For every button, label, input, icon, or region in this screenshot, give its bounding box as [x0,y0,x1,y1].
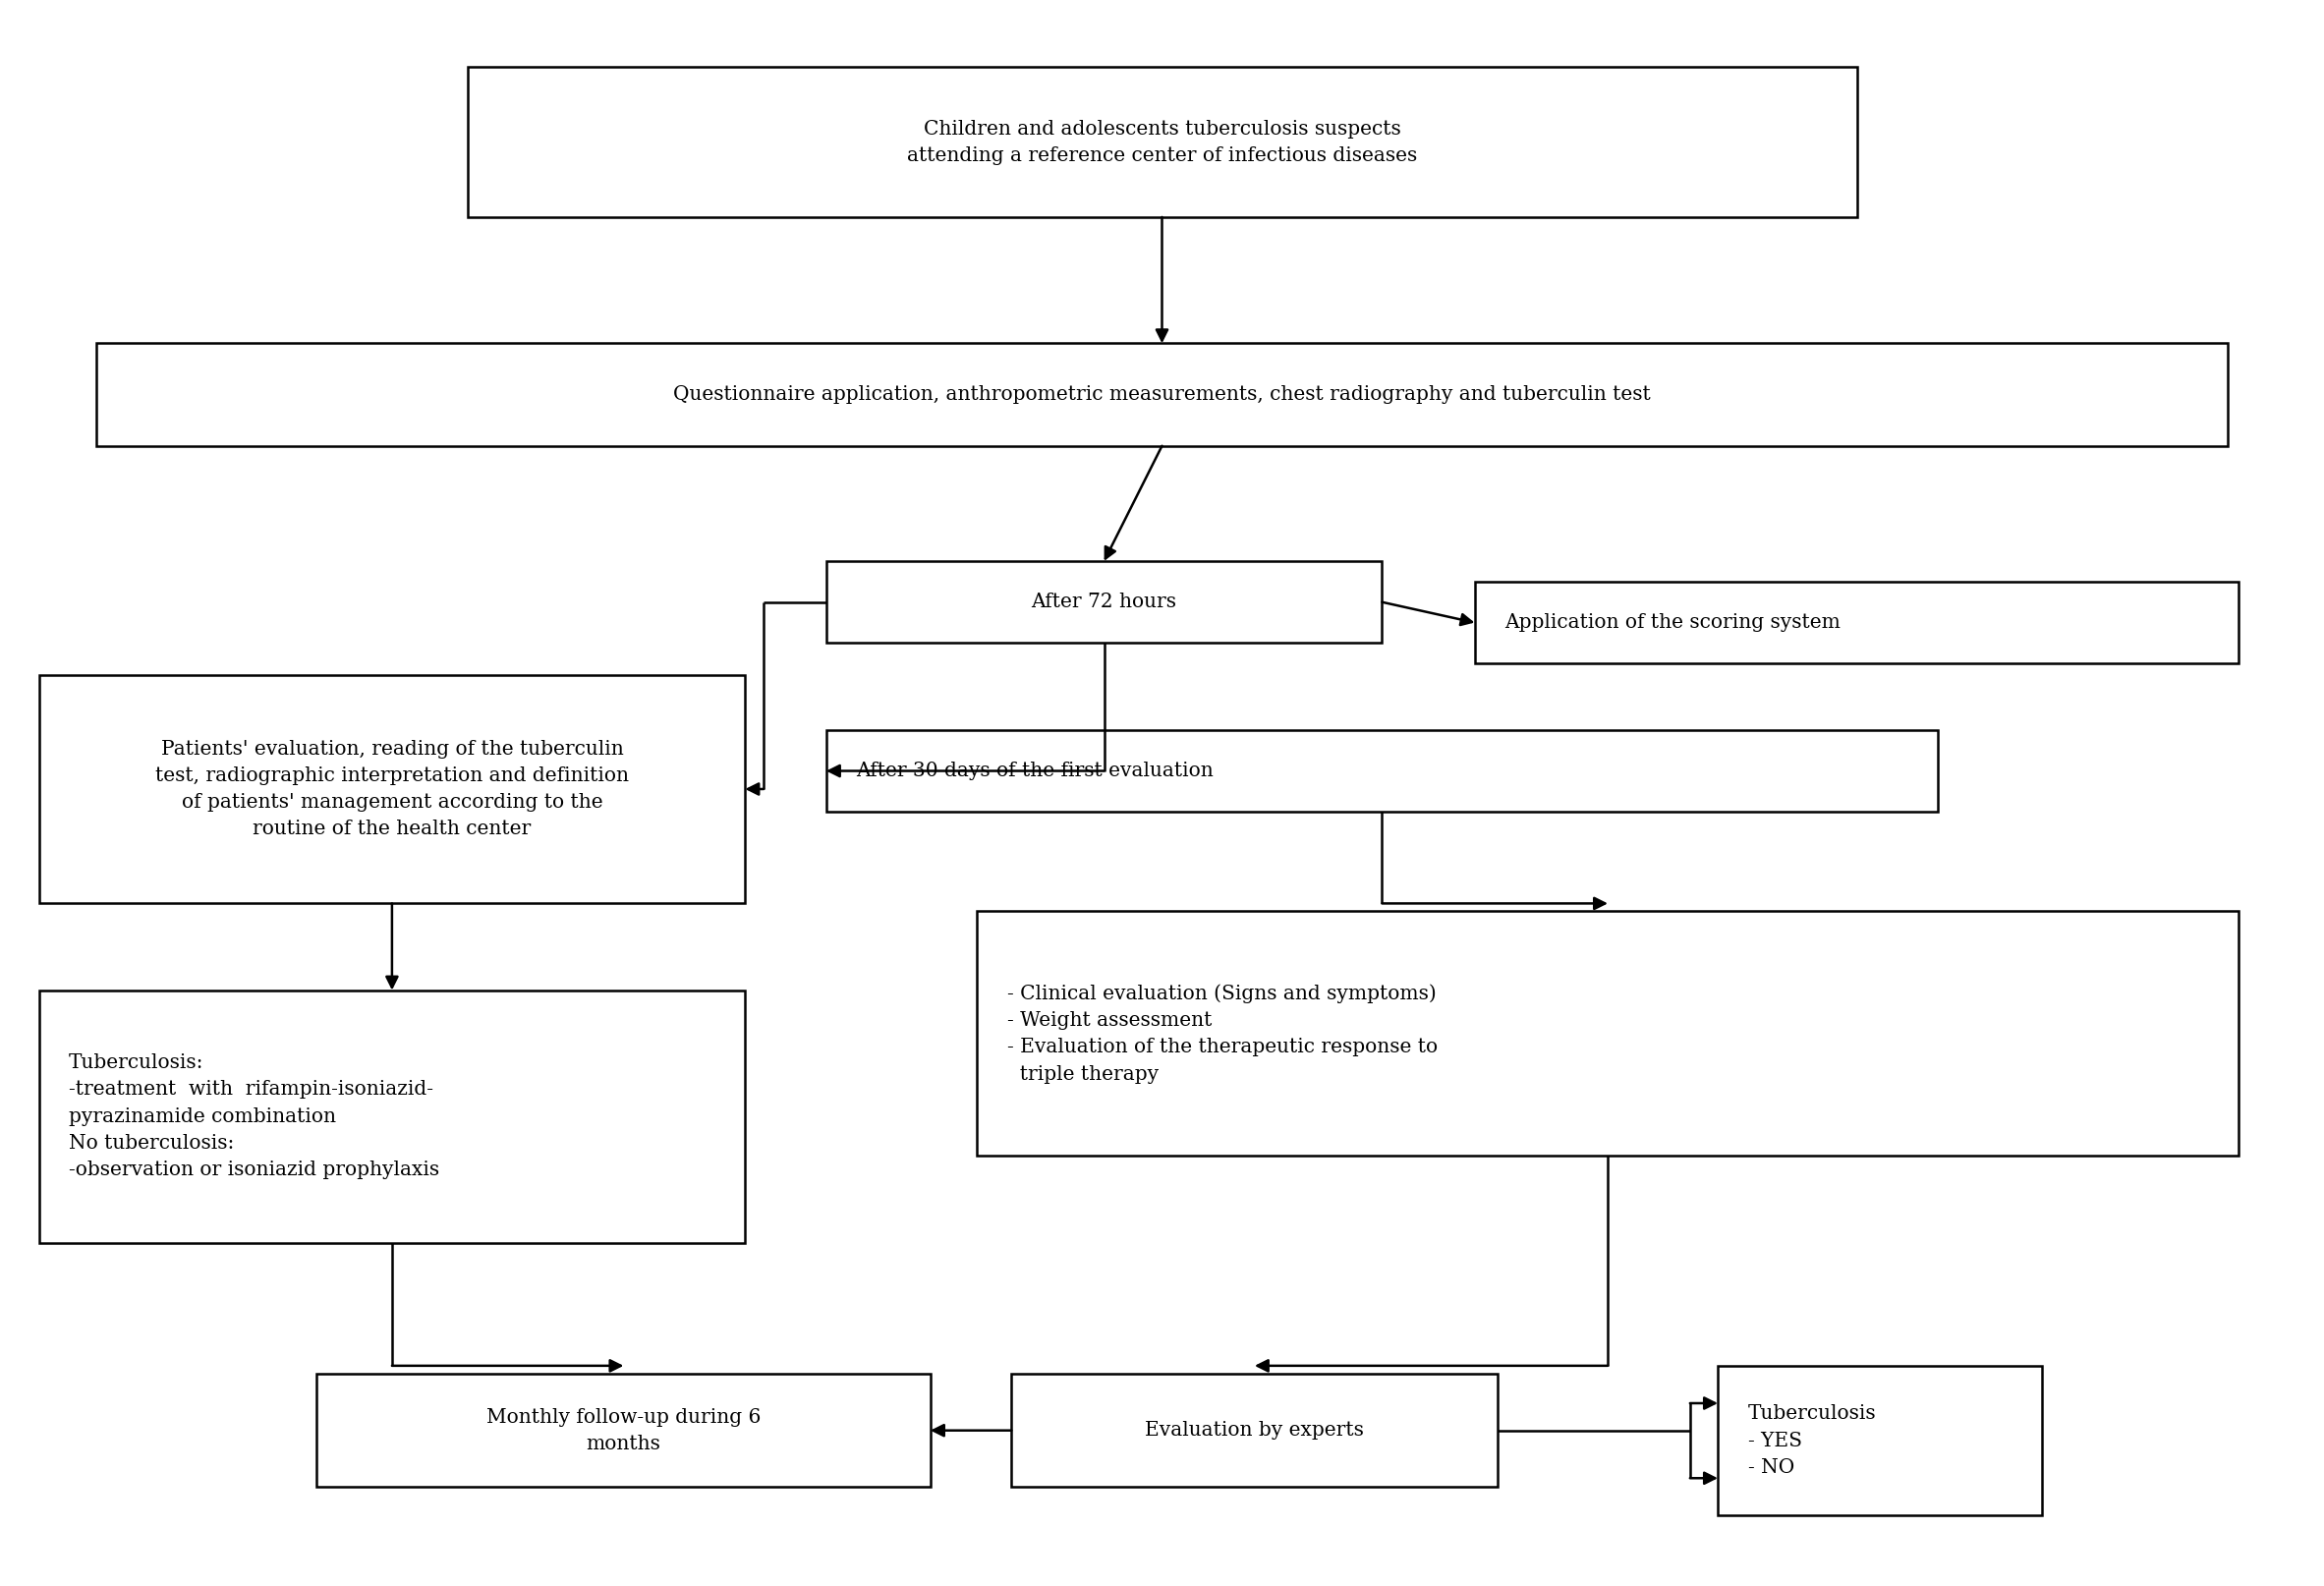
Text: - Clinical evaluation (Signs and symptoms)
- Weight assessment
- Evaluation of t: - Clinical evaluation (Signs and symptom… [1006,983,1436,1083]
FancyBboxPatch shape [467,67,1857,217]
Text: Patients' evaluation, reading of the tuberculin
test, radiographic interpretatio: Patients' evaluation, reading of the tub… [156,739,630,839]
Text: After 30 days of the first evaluation: After 30 days of the first evaluation [855,761,1213,780]
FancyBboxPatch shape [1717,1366,2043,1516]
Text: Evaluation by experts: Evaluation by experts [1146,1421,1364,1440]
Text: Children and adolescents tuberculosis suspects
attending a reference center of i: Children and adolescents tuberculosis su… [906,119,1418,165]
FancyBboxPatch shape [827,730,1938,812]
FancyBboxPatch shape [316,1373,930,1488]
FancyBboxPatch shape [40,674,746,904]
Text: Application of the scoring system: Application of the scoring system [1504,614,1841,631]
FancyBboxPatch shape [40,990,746,1243]
FancyBboxPatch shape [1476,582,2238,663]
FancyBboxPatch shape [98,343,2226,446]
Text: Tuberculosis
- YES
- NO: Tuberculosis - YES - NO [1748,1405,1875,1477]
FancyBboxPatch shape [827,561,1383,642]
Text: Tuberculosis:
-treatment  with  rifampin-isoniazid-
pyrazinamide combination
No : Tuberculosis: -treatment with rifampin-i… [70,1053,439,1180]
FancyBboxPatch shape [976,912,2238,1156]
Text: Questionnaire application, anthropometric measurements, chest radiography and tu: Questionnaire application, anthropometri… [674,385,1650,404]
Text: Monthly follow-up during 6
months: Monthly follow-up during 6 months [486,1408,760,1453]
Text: After 72 hours: After 72 hours [1032,593,1176,612]
FancyBboxPatch shape [1011,1373,1497,1488]
